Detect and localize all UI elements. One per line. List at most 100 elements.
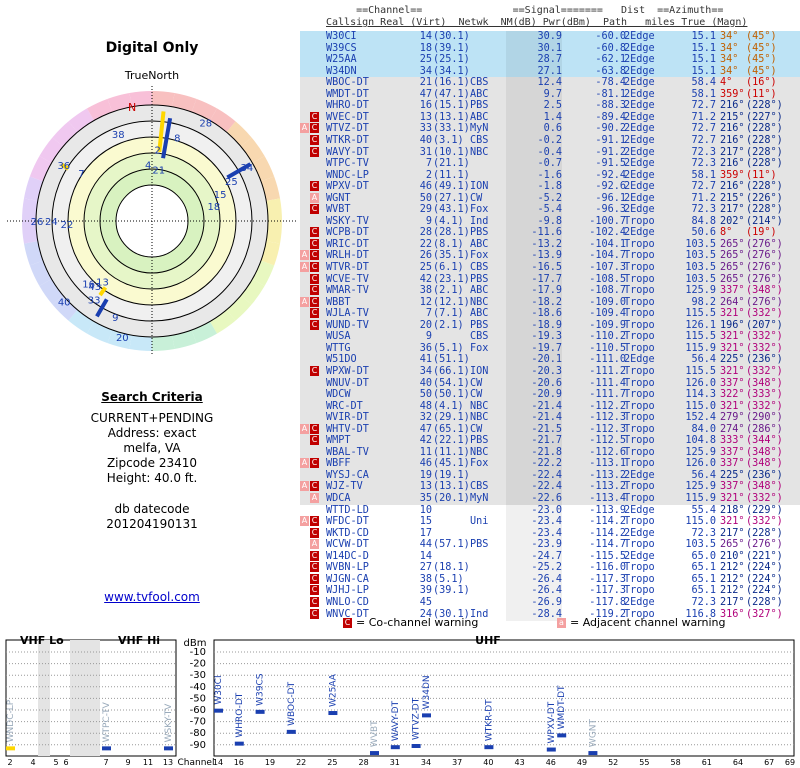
station-row[interactable]: C WMPT 42 (22.1) PBS -21.7 -112.5 Tropo 104.8 333… [300,435,800,448]
cell-azimuth: 225° [720,354,745,366]
station-row[interactable]: W25AA 25 (25.1) 28.7 -62.1 2Edge 15.1 34° (45°) [300,54,800,67]
cell-dist: 104.8 [685,435,716,447]
station-row[interactable]: C WRIC-DT 22 (8.1) ABC -13.2 -104.1 Tropo 103.5 2… [300,238,800,251]
uhf-channel-tick: 49 [577,758,587,767]
cell-call: WCVW-DT [326,539,369,551]
spectrum-station-label: W39CS [256,673,266,706]
station-row[interactable]: C WVEC-DT 13 (13.1) ABC 1.4 -89.4 2Edge 71.2 215°… [300,111,800,124]
cell-nm: 28.7 [537,54,562,66]
station-row[interactable]: WHRO-DT 16 (15.1) PBS 2.5 -88.3 2Edge 72.7 216°(… [300,100,800,113]
station-row[interactable]: W34DN 34 (34.1) 27.1 -63.8 2Edge 15.1 34° (45°) [300,65,800,78]
cell-call: WMAR-TV [326,285,369,297]
station-row[interactable]: C WPXW-DT 34 (66.1) ION -20.3 -111.2 Tropo 115.5… [300,365,800,378]
station-row[interactable]: C WVBN-LP 27 (18.1) -25.2 -116.0 Tropo 65.1 212°… [300,562,800,575]
station-row[interactable]: C WNVC-DT 24 (30.1) Ind -28.4 -119.2 Tropo 116.8… [300,608,800,621]
cell-pwr: -117.3 [589,573,626,585]
station-row[interactable]: WDCW 50 (50.1) CW -20.9 -111.7 Tropo 114.3 322°(… [300,389,800,402]
station-row[interactable]: C WTKR-DT 40 (3.1) CBS -0.2 -91.1 2Edge 72.7 216°… [300,134,800,147]
cell-call: WVBN-LP [326,562,369,574]
station-row[interactable]: C WCPB-DT 28 (28.1) PBS -11.6 -102.4 2Edge 50.6 8… [300,227,800,240]
uhf-channel-tick: 46 [546,758,556,767]
cell-dist: 65.1 [691,573,716,585]
cell-virt: (29.1) [433,412,470,424]
station-row[interactable]: WTTD-LD 10 -23.0 -113.9 2Edge 55.4 218° (229°) [300,504,800,517]
station-row[interactable]: WTPC-TV 7 (21.1) -0.7 -91.5 2Edge 72.3 216° (228… [300,158,800,171]
station-row[interactable]: C WNLO-CD 45 -26.9 -117.8 2Edge 72.3 217° (228°) [300,596,800,609]
cell-azimuth: 34° [720,31,739,42]
station-row[interactable]: A C WFDC-DT 15 Uni -23.4 -114.2 Tropo 115.0 321°(… [300,516,800,529]
station-row[interactable]: C WCVE-TV 42 (23.1) PBS -17.7 -108.5 Tropo 103.5… [300,273,800,286]
cell-magnetic: (228°) [746,123,783,135]
station-row[interactable]: A C WHTV-DT 47 (65.1) CW -21.5 -112.3 Tropo 84.0 2… [300,423,800,436]
station-row[interactable]: C WVBT 29 (43.1) Fox -5.4 -96.3 2Edge 72.3 217° (2… [300,204,800,217]
station-row[interactable]: A WCVW-DT 44 (57.1) PBS -23.9 -114.7 Tropo 103.5… [300,539,800,552]
cell-virt: (5.1) [433,573,464,585]
nm-column-shade [506,469,562,482]
station-row[interactable]: WBOC-DT 21 (16.1) CBS 12.4 -78.4 2Edge 58.4 4° (1… [300,77,800,90]
cell-path: 2Edge [624,354,655,366]
station-row[interactable]: A C WBFF 46 (45.1) Fox -22.2 -113.1 Tropo 126.0 33… [300,458,800,471]
cell-net: PBS [470,435,489,447]
co-channel-warning-badge: C [310,458,319,469]
station-row[interactable]: WBAL-TV 11 (11.1) NBC -21.8 -112.6 Tropo 125.9 3… [300,446,800,459]
cell-net: CW [470,377,483,389]
station-row[interactable]: C WJLA-TV 7 (7.1) ABC -18.6 -109.4 Tropo 115.5 32… [300,308,800,321]
site-link[interactable]: www.tvfool.com [104,590,200,604]
cell-dist: 71.2 [691,192,716,204]
station-row[interactable]: C WAVY-DT 31 (10.1) NBC -0.4 -91.2 2Edge 72.3 217… [300,146,800,159]
cell-magnetic: (229°) [746,504,783,516]
polar-channel-label: 8 [174,134,180,145]
cell-virt: (43.1) [433,204,470,216]
cell-call: WYSJ-CA [326,469,369,481]
cell-azimuth: 212° [720,562,745,574]
station-row[interactable]: A WGNT 50 (27.1) CW -5.2 -96.1 2Edge 71.2 215° (22… [300,192,800,205]
station-row[interactable]: WYSJ-CA 19 (19.1) -22.4 -113.2 2Edge 56.4 225°(… [300,469,800,482]
nm-column-shade [506,169,562,182]
station-row[interactable]: C WUND-TV 20 (2.1) PBS -18.9 -109.9 Tropo 126.1 1… [300,319,800,332]
station-row[interactable]: WNUV-DT 40 (54.1) CW -20.6 -111.4 Tropo 126.0 33… [300,377,800,390]
cell-virt: (2.1) [433,285,464,297]
station-row[interactable]: C WKTD-CD 17 -23.4 -114.2 2Edge 72.3 217° (228°) [300,527,800,540]
cell-call: WTTD-LD [326,504,369,516]
station-row[interactable]: W39CS 18 (39.1) 30.1 -60.8 2Edge 15.1 34° (45°) [300,42,800,55]
cell-dist: 126.0 [685,458,716,470]
station-row[interactable]: C WJGN-CA 38 (5.1) -26.4 -117.3 Tropo 65.1 212°(… [300,573,800,586]
station-row[interactable]: W30CI 14 (30.1) 30.9 -60.0 2Edge 15.1 34° (45°) [300,31,800,43]
nm-column-shade [506,527,562,540]
cell-dist: 98.2 [691,296,716,308]
station-row[interactable]: C WPXV-DT 46 (49.1) ION -1.8 -92.6 2Edge 72.7 216… [300,181,800,194]
station-row[interactable]: WTTG 36 (5.1) Fox -19.7 -110.5 Tropo 115.9 321°(… [300,342,800,355]
azimuth-ring-segment [172,330,197,350]
cell-virt: (10.1) [433,146,470,158]
station-row[interactable]: A WDCA 35 (20.1) MyN -22.6 -113.4 Tropo 115.9 321… [300,493,800,505]
station-row[interactable]: A C WBBT 12 (12.1) NBC -18.2 -109.0 Tropo 98.2 264… [300,296,800,309]
station-row[interactable]: WMDT-DT 47 (47.1) ABC 9.7 -81.1 2Edge 58.1 359°(… [300,88,800,101]
station-direction-bar [161,117,173,159]
station-row[interactable]: A C WRLH-DT 26 (35.1) Fox -13.9 -104.7 Tropo 103.… [300,250,800,263]
cell-magnetic: (228°) [746,596,783,608]
station-row[interactable]: WNDC-LP 2 (11.1) -1.6 -92.4 2Edge 58.1 359° (11°… [300,169,800,182]
station-row[interactable]: WSKY-TV 9 (4.1) Ind -9.8 -100.7 Tropo 84.8 202°(… [300,215,800,228]
station-row[interactable]: A C WTVZ-DT 33 (33.1) MyN 0.6 -90.2 2Edge 72.7 216… [300,123,800,136]
cell-nm: -21.5 [531,423,562,435]
station-row[interactable]: A C WJZ-TV 13 (13.1) CBS -22.4 -113.2 Tropo 125.9… [300,481,800,494]
co-channel-warning-badge: C [310,296,319,307]
nm-column-shade [506,354,562,367]
cell-call: WJLA-TV [326,308,369,320]
cell-nm: -21.4 [531,412,562,424]
station-row[interactable]: C W14DC-D 14 -24.7 -115.5 2Edge 65.0 210° (221°) [300,550,800,563]
cell-path: Tropo [624,319,655,331]
station-row[interactable]: C WJHJ-LP 39 (39.1) -26.4 -117.3 Tropo 65.1 212°… [300,585,800,598]
spectrum-bar [557,733,567,738]
station-row[interactable]: WVIR-DT 32 (29.1) NBC -21.4 -112.3 Tropo 152.4 2… [300,412,800,425]
station-row[interactable]: WRC-DT 48 (4.1) NBC -21.4 -112.2 Tropo 115.0 321… [300,400,800,413]
cell-call: WTPC-TV [326,158,369,170]
cell-nm: -20.6 [531,377,562,389]
cell-virt: (30.1) [433,31,470,42]
cell-pwr: -111.7 [589,389,626,401]
azimuth-ring-segment [107,92,132,112]
station-row[interactable]: C WMAR-TV 38 (2.1) ABC -17.9 -108.7 Tropo 125.9 3… [300,285,800,298]
station-row[interactable]: A C WTVR-DT 25 (6.1) CBS -16.5 -107.3 Tropo 103.5… [300,262,800,274]
station-row[interactable]: WUSA 9 CBS -19.3 -110.2 Tropo 115.5 321° (332°) [300,331,800,344]
station-row[interactable]: W51DO 41 (51.1) -20.1 -111.0 2Edge 56.4 225° (23… [300,354,800,367]
